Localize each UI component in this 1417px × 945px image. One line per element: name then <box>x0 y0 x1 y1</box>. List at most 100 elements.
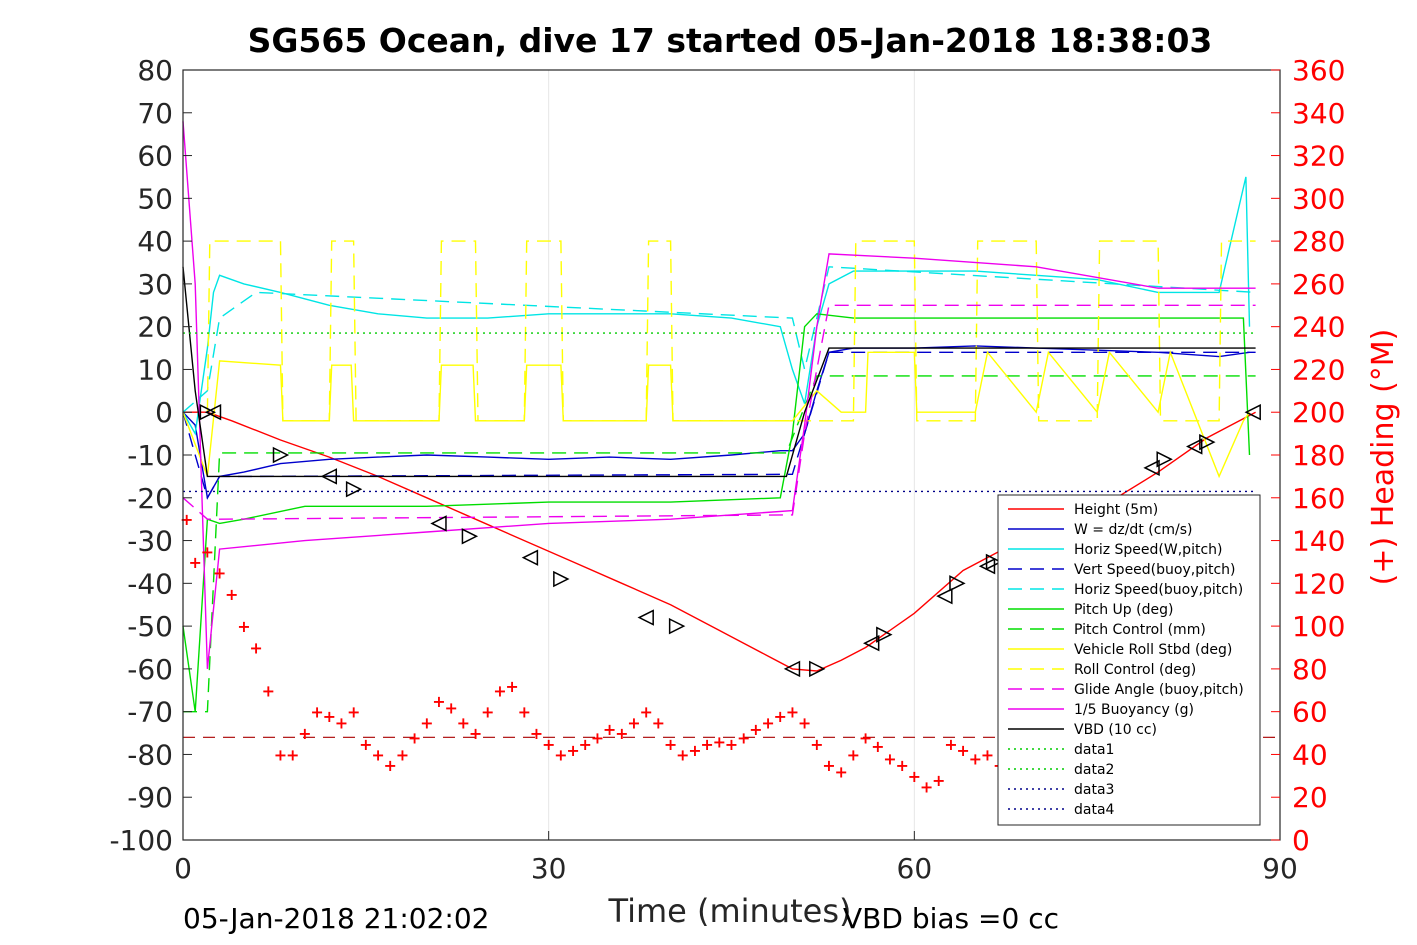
heading-point: + <box>420 713 433 732</box>
y-right-tick-label: 280 <box>1292 225 1345 258</box>
y-tick-label: -90 <box>127 781 173 814</box>
heading-point: + <box>493 681 506 700</box>
y-right-tick-label: 360 <box>1292 54 1345 87</box>
y-tick-label: -50 <box>127 610 173 643</box>
heading-point: + <box>188 553 201 572</box>
heading-point: + <box>408 728 421 747</box>
heading-point: + <box>505 677 518 696</box>
legend-entry: Horiz Speed(W,pitch) <box>1074 542 1222 558</box>
y-right-tick-label: 140 <box>1292 525 1345 558</box>
heading-point: + <box>786 703 799 722</box>
heading-point: + <box>944 735 957 754</box>
legend: Height (5m) W = dz/dt (cm/s) Horiz Speed(W… <box>997 494 1261 826</box>
dive-marker <box>345 481 363 498</box>
y-right-tick-label: 220 <box>1292 353 1345 386</box>
grid <box>548 70 915 840</box>
heading-point: + <box>676 745 689 764</box>
series-horiz-speed-w-pitch- <box>182 176 1251 436</box>
series-1-5-buoyancy-g- <box>182 121 1256 669</box>
heading-point: + <box>639 703 652 722</box>
heading-point: + <box>725 735 738 754</box>
y-right-tick-label: 120 <box>1292 567 1345 600</box>
heading-point: + <box>749 720 762 739</box>
heading-point: + <box>335 713 348 732</box>
series-glide-angle-buoy-pitch- <box>182 304 1256 520</box>
y-tick-label: 40 <box>137 225 173 258</box>
chart-title: SG565 Ocean, dive 17 started 05-Jan-2018… <box>248 21 1213 60</box>
legend-entry: Pitch Up (deg) <box>1074 602 1173 618</box>
heading-point: + <box>542 735 555 754</box>
y-right-tick-label: 260 <box>1292 268 1345 301</box>
heading-point: + <box>737 728 750 747</box>
dive-marker <box>1186 438 1203 455</box>
legend-entry: Height (5m) <box>1074 502 1158 518</box>
x-axis-label: Time (minutes) <box>608 892 852 930</box>
heading-point: + <box>713 733 726 752</box>
axes: 80706050403020100-10-20-30-40-50-60-70-8… <box>109 54 1345 885</box>
heading-point: + <box>554 745 567 764</box>
y-tick-label: -10 <box>127 439 173 472</box>
heading-point: + <box>932 771 945 790</box>
y-tick-label: -80 <box>127 738 173 771</box>
heading-point: + <box>969 750 982 769</box>
y-right-tick-label: 240 <box>1292 311 1345 344</box>
heading-point: + <box>457 713 470 732</box>
heading-point: + <box>956 741 969 760</box>
dive-marker <box>809 660 826 678</box>
dive-marker <box>668 617 686 635</box>
legend-entry: data3 <box>1074 782 1114 798</box>
dive-marker <box>862 635 880 652</box>
legend-entry: W = dz/dt (cm/s) <box>1074 522 1193 538</box>
legend-entry: Roll Control (deg) <box>1074 662 1196 678</box>
y-tick-label: 50 <box>137 182 173 215</box>
footer-vbd-bias: VBD bias =0 cc <box>843 902 1059 935</box>
y-tick-label: -20 <box>127 482 173 515</box>
heading-point: + <box>384 756 397 775</box>
y-right-tick-label: 60 <box>1292 696 1328 729</box>
dive-marker <box>461 528 479 545</box>
y-right-tick-label: 80 <box>1292 653 1328 686</box>
y-tick-label: 60 <box>137 140 173 173</box>
heading-point: + <box>895 756 908 775</box>
heading-point: + <box>359 735 372 754</box>
x-tick-label: 60 <box>897 852 933 885</box>
dive-marker <box>1244 404 1261 421</box>
series-vbd-10-cc- <box>182 266 1256 478</box>
legend-entry: data2 <box>1074 762 1114 778</box>
legend-box <box>997 494 1261 826</box>
y-tick-label: -100 <box>109 824 173 857</box>
y-right-tick-label: 200 <box>1292 396 1345 429</box>
dive-marker <box>521 549 539 566</box>
heading-point: + <box>566 741 579 760</box>
y-tick-label: 10 <box>137 353 173 386</box>
heading-point: + <box>700 735 713 754</box>
heading-point: + <box>469 724 482 743</box>
heading-point: + <box>310 703 323 722</box>
y-right-tick-label: 0 <box>1292 824 1310 857</box>
heading-point: + <box>579 735 592 754</box>
y-right-tick-label: 320 <box>1292 140 1345 173</box>
series-vehicle-roll-stbd-deg- <box>182 349 1251 479</box>
legend-entry: Glide Angle (buoy,pitch) <box>1074 682 1244 698</box>
y-tick-label: -40 <box>127 567 173 600</box>
legend-entry: Pitch Control (mm) <box>1074 622 1206 638</box>
dive-marker <box>320 468 338 485</box>
series-roll-control-deg- <box>206 240 1256 422</box>
dive-marker <box>430 515 447 532</box>
dive-marker <box>204 404 222 421</box>
heading-point: + <box>237 617 250 636</box>
y-tick-label: -30 <box>127 525 173 558</box>
series-vert-speed-buoy-pitch- <box>182 351 1256 500</box>
heading-point: + <box>432 692 445 711</box>
legend-entry: Horiz Speed(buoy,pitch) <box>1074 582 1243 598</box>
x-tick-label: 30 <box>531 852 567 885</box>
heading-point: + <box>347 703 360 722</box>
legend-entry: VBD (10 cc) <box>1074 722 1157 738</box>
y-tick-label: 70 <box>137 97 173 130</box>
heading-point: + <box>627 713 640 732</box>
dive-marker <box>1143 459 1160 477</box>
dive-marker <box>1199 433 1216 451</box>
heading-point: + <box>822 756 835 775</box>
heading-point: + <box>481 703 494 722</box>
